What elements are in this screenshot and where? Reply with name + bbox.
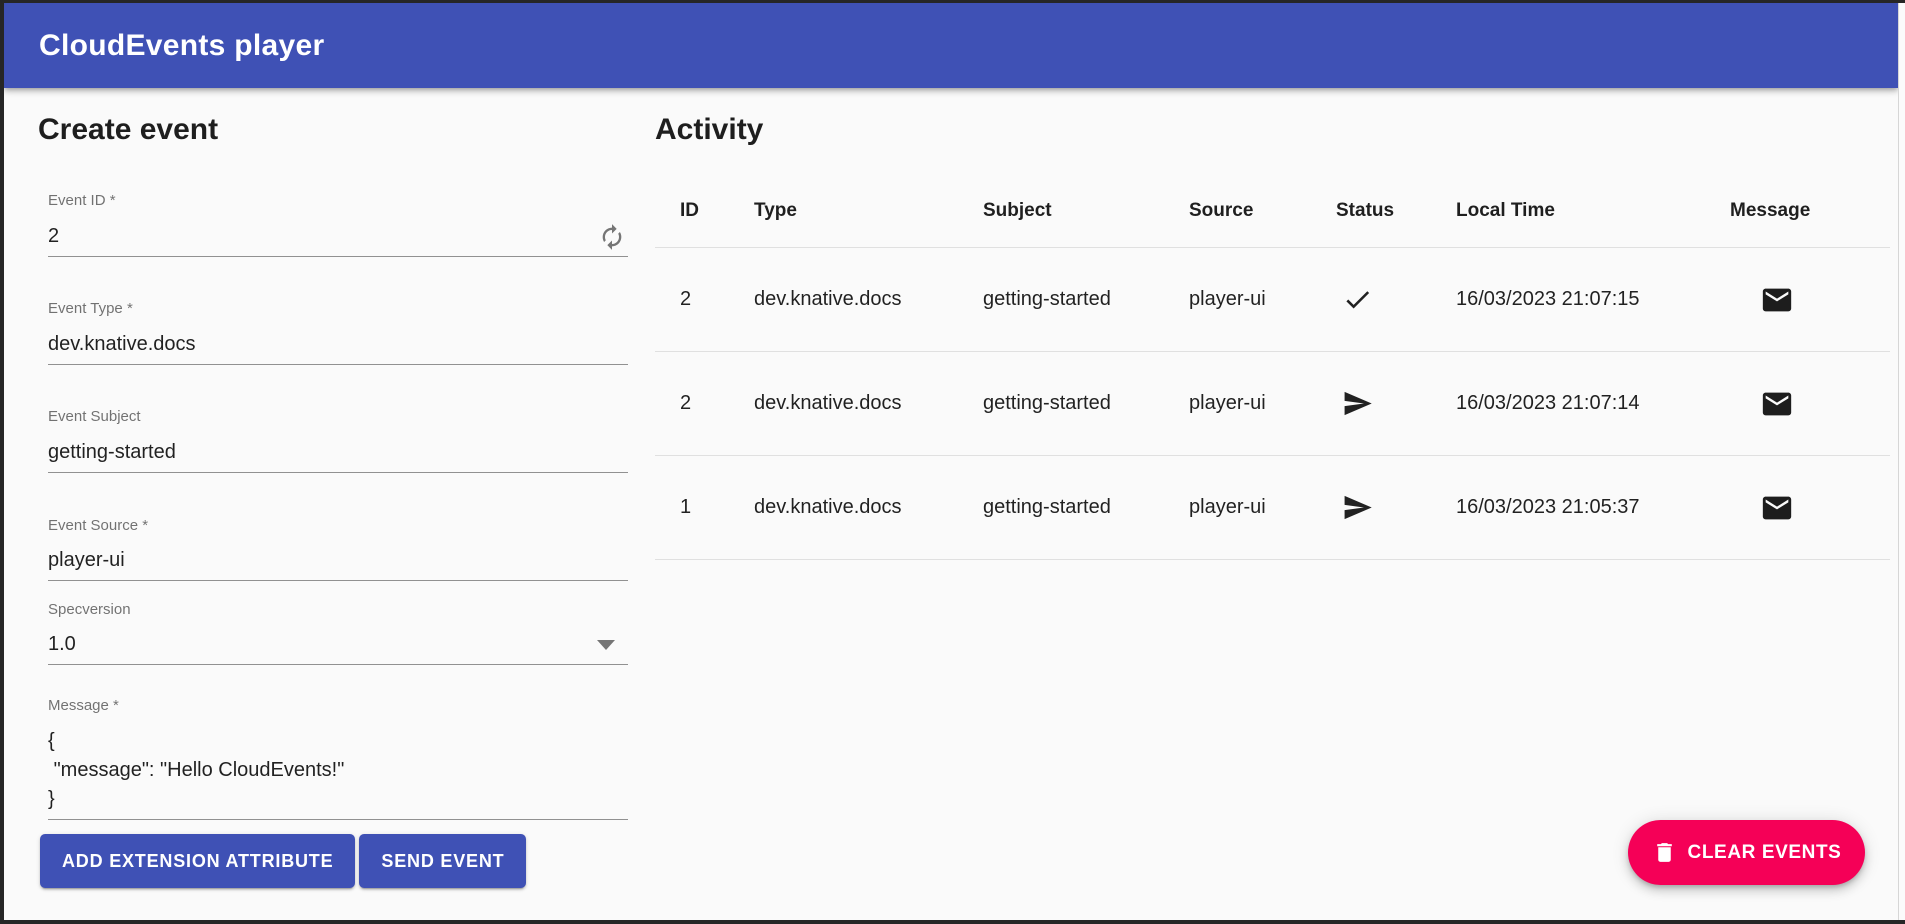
row-status [1336,284,1456,315]
col-header-local-time: Local Time [1456,200,1555,221]
add-extension-attribute-button[interactable]: ADD EXTENSION ATTRIBUTE [40,834,356,888]
event-subject-label: Event Subject [48,408,141,425]
form-actions: ADD EXTENSION ATTRIBUTE SEND EVENT [40,834,527,888]
row-source: player-ui [1189,392,1266,414]
row-source: player-ui [1189,288,1266,310]
specversion-field: Specversion [48,601,628,665]
row-status [1336,388,1456,419]
clear-events-button[interactable]: CLEAR EVENTS [1628,820,1865,885]
event-type-label: Event Type * [48,300,133,317]
clear-events-label: CLEAR EVENTS [1687,841,1842,863]
table-row: 2 dev.knative.docs getting-started playe… [655,352,1890,456]
scrollbar[interactable] [1898,3,1905,920]
row-message[interactable] [1730,387,1890,421]
row-id: 1 [680,496,692,518]
row-local-time: 16/03/2023 21:07:14 [1456,392,1640,414]
event-type-input[interactable] [48,333,628,364]
activity-table: ID Type Subject Source Status Local Time… [655,175,1890,560]
col-header-subject: Subject [983,200,1052,221]
specversion-label: Specversion [48,601,131,618]
window-edge-top [0,0,1905,3]
row-subject: getting-started [983,288,1111,310]
window-edge-bottom [0,920,1905,924]
row-type: dev.knative.docs [754,496,902,518]
create-event-heading: Create event [38,113,219,146]
row-message[interactable] [1730,491,1890,525]
send-event-button[interactable]: SEND EVENT [359,834,527,888]
table-row: 2 dev.knative.docs getting-started playe… [655,248,1890,352]
row-subject: getting-started [983,496,1111,518]
refresh-event-id-button[interactable] [598,223,626,251]
col-header-type: Type [754,200,797,221]
row-id: 2 [680,392,692,414]
row-local-time: 16/03/2023 21:07:15 [1456,288,1640,310]
row-message[interactable] [1730,283,1890,317]
activity-heading: Activity [655,113,764,146]
app-bar: CloudEvents player [4,3,1898,88]
specversion-select[interactable] [48,633,628,664]
row-local-time: 16/03/2023 21:05:37 [1456,496,1640,518]
col-header-status: Status [1336,200,1395,221]
event-subject-field: Event Subject [48,408,628,473]
envelope-icon [1760,387,1794,421]
event-source-label: Event Source * [48,517,149,534]
check-icon [1342,284,1373,315]
message-label: Message * [48,697,119,714]
event-id-input[interactable] [48,225,628,256]
col-header-message: Message [1730,200,1811,221]
row-type: dev.knative.docs [754,392,902,414]
event-source-input[interactable] [48,549,628,580]
trash-icon [1652,840,1677,865]
activity-table-header: ID Type Subject Source Status Local Time… [655,175,1890,248]
send-icon [1342,388,1373,419]
app-title: CloudEvents player [39,28,325,62]
message-field: Message * { "message": "Hello CloudEvent… [48,697,628,820]
event-source-field: Event Source * [48,517,628,581]
col-header-source: Source [1189,200,1254,221]
refresh-icon [598,223,626,251]
row-id: 2 [680,288,692,310]
send-icon [1342,492,1373,523]
envelope-icon [1760,283,1794,317]
message-textarea[interactable]: { "message": "Hello CloudEvents!" } [48,727,628,819]
dropdown-arrow-icon[interactable] [597,640,615,650]
event-type-field: Event Type * [48,300,628,365]
row-source: player-ui [1189,496,1266,518]
event-id-field: Event ID * [48,192,628,257]
row-type: dev.knative.docs [754,288,902,310]
row-status [1336,492,1456,523]
row-subject: getting-started [983,392,1111,414]
window-edge-left [0,0,4,924]
event-id-label: Event ID * [48,192,116,209]
event-subject-input[interactable] [48,441,628,472]
envelope-icon [1760,491,1794,525]
col-header-id: ID [680,200,699,221]
table-row: 1 dev.knative.docs getting-started playe… [655,456,1890,560]
